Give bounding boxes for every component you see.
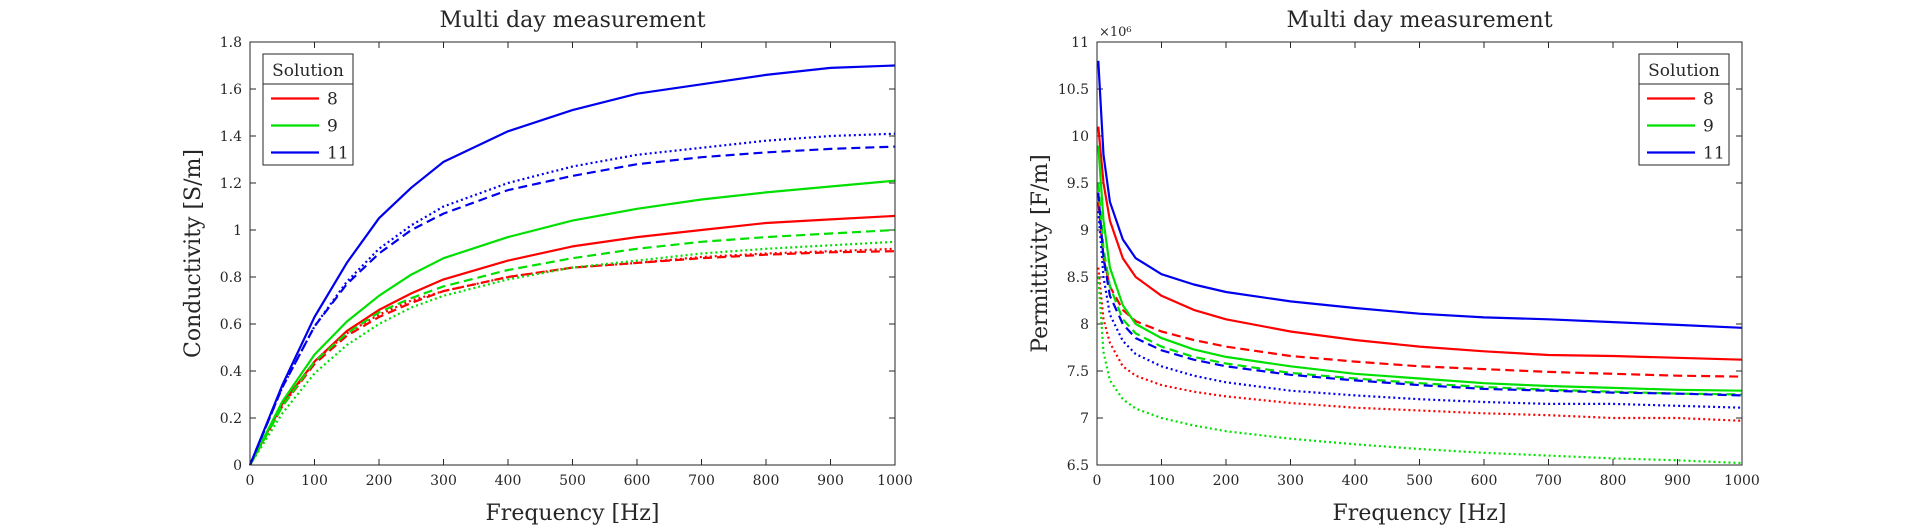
axis-ticks: 0 100 200 300 400 500 600 700 800 900 1000 6.5 7 7.5 8… [1058,35,1760,489]
y-tick-label: 0.2 [220,411,242,427]
y-tick-label: 1.8 [220,35,242,51]
series-line-7 [1097,192,1743,397]
y-tick-label: 8 [1080,317,1089,333]
axis-ticks: 0 100 200 300 400 500 600 700 800 900 1000 0 0.2 0.4 0… [220,35,913,489]
y-tick-label: 6.5 [1067,458,1089,474]
x-axis-label: Frequency [Hz] [1333,501,1507,525]
legend-label: 9 [327,117,338,137]
y-tick-label: 11 [1071,35,1089,51]
y-axis-label: Permittivity [F/m] [1028,154,1053,352]
x-tick-label: 200 [1213,473,1240,489]
y-tick-label: 0.6 [220,317,242,333]
x-tick-label: 900 [817,473,844,489]
axis-box [249,41,896,466]
series-line-3 [1097,145,1743,392]
legend: Solution 8 9 11 [1638,53,1730,166]
x-tick-label: 0 [1093,473,1102,489]
x-tick-label: 0 [246,473,255,489]
y-axis-exponent: ×10⁶ [1099,25,1132,40]
axis-box [1096,41,1743,466]
legend-title: Solution [1648,61,1720,81]
y-tick-label: 0.8 [220,270,242,286]
series-line-0 [1097,126,1743,361]
series-line-1 [249,250,896,466]
series-lines [248,64,896,466]
x-tick-label: 800 [753,473,780,489]
y-tick-label: 0.4 [220,364,242,380]
legend-box [1638,53,1730,166]
legend-label: 11 [327,144,349,164]
axis-frame [249,41,896,466]
series-line-5 [1097,276,1743,465]
y-tick-label: 1.6 [220,82,242,98]
y-tick-label: 10.5 [1058,82,1089,98]
x-axis-label: Frequency [Hz] [486,501,660,525]
series-line-6 [248,64,896,466]
x-tick-label: 600 [1471,473,1498,489]
conductivity-plot: Multi day measurement Frequency [Hz] Con… [181,8,913,526]
x-tick-label: 300 [1277,473,1304,489]
y-tick-label: 0 [233,458,242,474]
x-tick-label: 100 [301,473,328,489]
permittivity-plot: Multi day measurement Frequency [Hz] Per… [1028,8,1760,526]
chart-title: Multi day measurement [1286,8,1552,33]
x-tick-label: 300 [430,473,457,489]
x-tick-label: 500 [1406,473,1433,489]
x-tick-label: 800 [1600,473,1627,489]
series-line-1 [1097,201,1743,378]
series-lines [1097,60,1743,465]
x-tick-label: 500 [559,473,586,489]
legend-title: Solution [272,61,344,81]
y-tick-label: 8.5 [1067,270,1089,286]
y-axis-label: Conductivity [S/m] [181,149,206,358]
legend-label: 11 [1703,144,1725,164]
y-tick-label: 1.4 [220,129,242,145]
x-tick-label: 700 [688,473,715,489]
legend-label: 9 [1703,117,1714,137]
x-tick-label: 900 [1664,473,1691,489]
x-tick-label: 700 [1535,473,1562,489]
x-tick-label: 200 [366,473,393,489]
y-tick-label: 9 [1080,223,1089,239]
series-line-6 [1097,60,1743,329]
y-tick-label: 7.5 [1067,364,1089,380]
axis-frame [1096,41,1743,466]
legend: Solution 8 9 11 [262,53,354,166]
y-tick-label: 1.2 [220,176,242,192]
x-tick-label: 600 [624,473,651,489]
x-tick-label: 100 [1148,473,1175,489]
x-tick-label: 400 [1342,473,1369,489]
series-line-4 [249,228,896,466]
x-tick-label: 1000 [1724,473,1760,489]
x-tick-label: 400 [495,473,522,489]
y-tick-label: 7 [1080,411,1089,427]
series-line-8 [248,132,896,466]
y-tick-label: 1 [233,223,242,239]
series-line-2 [249,247,896,466]
y-tick-label: 10 [1071,129,1089,145]
plot-area [1097,42,1742,465]
y-tick-label: 9.5 [1067,176,1089,192]
x-tick-label: 1000 [877,473,913,489]
series-line-3 [249,179,896,466]
legend-label: 8 [327,90,338,110]
legend-box [262,53,354,166]
chart-title: Multi day measurement [439,8,705,33]
legend-label: 8 [1703,90,1714,110]
